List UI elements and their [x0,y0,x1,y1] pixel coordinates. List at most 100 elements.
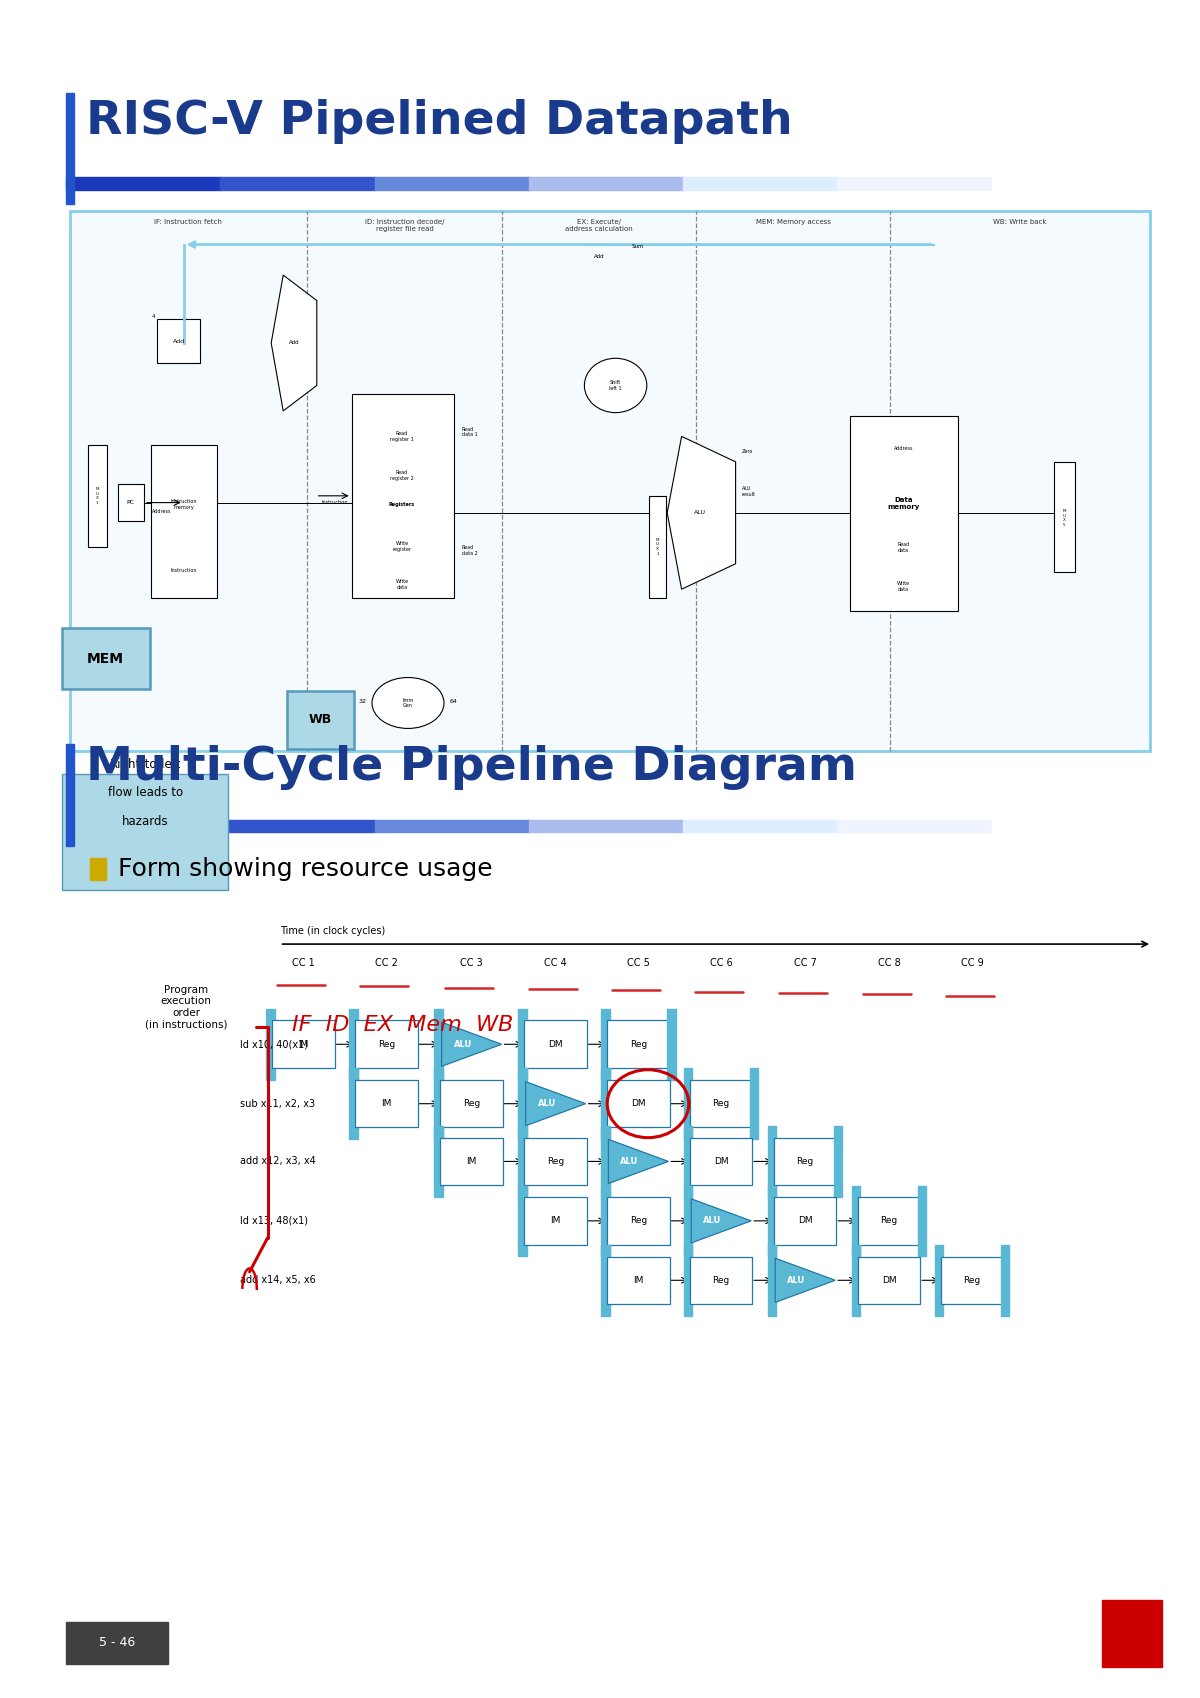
FancyBboxPatch shape [62,628,150,689]
Bar [684,1068,692,1139]
Text: 4: 4 [152,314,155,319]
Bar [88,445,107,547]
Bar [70,211,1150,751]
Bar [434,1068,443,1139]
Polygon shape [526,1082,586,1126]
Text: ld x13, 48(x1): ld x13, 48(x1) [240,1216,308,1226]
Text: Reg: Reg [463,1099,480,1109]
Bar [991,820,1147,832]
FancyBboxPatch shape [774,1138,836,1185]
Text: Time (in clock cycles): Time (in clock cycles) [280,925,385,936]
Text: Add: Add [173,340,185,343]
Bar [66,820,222,832]
Text: Instruction: Instruction [170,569,197,574]
Text: Read
data: Read data [898,542,910,554]
FancyBboxPatch shape [62,774,228,890]
Text: Add: Add [594,255,604,260]
FancyBboxPatch shape [287,691,354,749]
Bar [667,1009,676,1080]
FancyBboxPatch shape [524,1020,587,1068]
Bar [221,820,376,832]
Bar [374,177,530,190]
Bar [66,177,222,190]
Bar [918,1185,926,1257]
FancyBboxPatch shape [690,1138,752,1185]
Text: Reg: Reg [797,1156,814,1167]
Text: Imm
Gen: Imm Gen [402,698,414,708]
Bar [838,177,992,190]
Text: ALU: ALU [538,1099,556,1109]
Text: CC 4: CC 4 [545,958,566,968]
Bar [838,820,992,832]
Bar [352,394,454,598]
Bar [684,1126,692,1197]
Text: Data
memory: Data memory [888,498,919,511]
Text: Reg: Reg [378,1039,395,1049]
Bar [118,484,144,521]
Text: ALU: ALU [454,1039,472,1049]
Bar [601,1245,610,1316]
Text: CC 9: CC 9 [961,958,983,968]
Text: DM: DM [548,1039,563,1049]
Text: ALU
result: ALU result [742,486,756,498]
Text: ALU: ALU [620,1156,638,1167]
Text: IF: Instruction fetch: IF: Instruction fetch [155,219,222,226]
Text: Address: Address [894,447,913,452]
Ellipse shape [584,358,647,413]
Text: ALU: ALU [703,1216,721,1226]
FancyBboxPatch shape [607,1080,670,1127]
Text: IM: IM [382,1099,391,1109]
FancyBboxPatch shape [440,1080,503,1127]
Text: Reg: Reg [713,1099,730,1109]
Text: IM: IM [467,1156,476,1167]
Bar [518,1068,527,1139]
Bar [850,416,958,611]
Bar [518,1009,527,1080]
Bar [684,1185,692,1257]
Text: Instruction
memory: Instruction memory [170,499,197,509]
Text: Registers: Registers [389,503,415,506]
Text: ld x10, 40(x1): ld x10, 40(x1) [240,1039,308,1049]
Bar [768,1185,776,1257]
Text: Program
execution
order
(in instructions): Program execution order (in instructions… [145,985,227,1029]
FancyBboxPatch shape [440,1138,503,1185]
Text: DM: DM [714,1156,728,1167]
Text: MEM: Memory access: MEM: Memory access [756,219,830,226]
Bar [601,1185,610,1257]
Bar [601,1009,610,1080]
Text: Zero: Zero [742,450,752,455]
Polygon shape [271,275,317,411]
FancyBboxPatch shape [157,319,200,363]
Text: Address: Address [152,509,172,514]
Polygon shape [691,1199,751,1243]
Polygon shape [442,1022,502,1066]
Bar [66,744,74,846]
Bar [434,1009,443,1080]
Text: IM: IM [551,1216,560,1226]
Bar [852,1185,860,1257]
Text: Reg: Reg [547,1156,564,1167]
Text: 5 - 46: 5 - 46 [98,1637,136,1649]
FancyBboxPatch shape [272,1020,335,1068]
Bar [529,820,684,832]
Polygon shape [775,1258,835,1302]
Text: CC 8: CC 8 [878,958,900,968]
Text: MEM: MEM [88,652,124,666]
Text: Reg: Reg [881,1216,898,1226]
Text: RISC-V Pipelined Datapath: RISC-V Pipelined Datapath [86,98,793,144]
Polygon shape [667,436,736,589]
Bar [601,1126,610,1197]
Text: Multi-Cycle Pipeline Diagram: Multi-Cycle Pipeline Diagram [86,744,857,790]
Text: ID: Instruction decode/
register file read: ID: Instruction decode/ register file re… [365,219,444,233]
Polygon shape [608,1139,668,1184]
Text: Reg: Reg [713,1275,730,1285]
Bar [151,445,217,598]
Text: CC 5: CC 5 [626,958,650,968]
Text: Write
data: Write data [898,581,910,593]
Text: CC 3: CC 3 [461,958,482,968]
Text: Sum: Sum [631,245,643,250]
Text: hazards: hazards [122,815,168,829]
FancyBboxPatch shape [607,1257,670,1304]
Bar [518,1126,527,1197]
Text: Shift
left 1: Shift left 1 [610,380,622,391]
